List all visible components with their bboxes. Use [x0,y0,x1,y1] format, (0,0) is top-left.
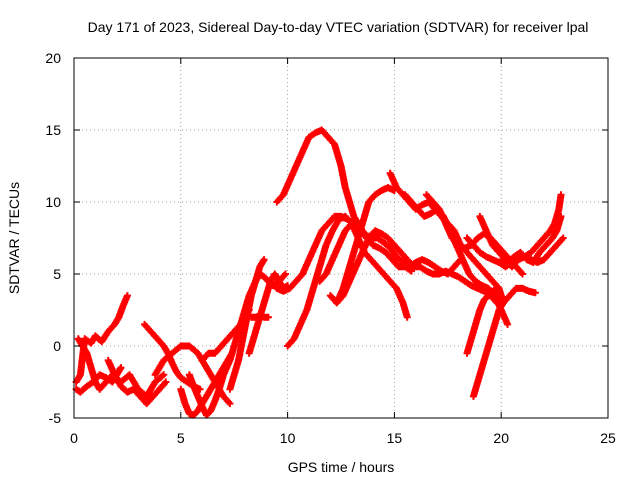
y-tick-label: 15 [45,122,61,138]
series-sat-z [497,212,565,266]
y-tick-label: -5 [49,410,62,426]
y-tick-label: 10 [45,194,61,210]
data-point [226,400,234,408]
data-point [504,320,512,328]
x-tick-label: 15 [387,430,403,446]
data-point [260,256,268,264]
series-sat-l [247,312,272,321]
data-point [123,292,131,300]
x-tick-label: 20 [493,430,509,446]
data-point [557,191,565,199]
y-tick-label: 20 [45,50,61,66]
data-point [499,299,507,307]
x-tick-label: 0 [70,430,78,446]
data-point [281,270,289,278]
series-sat-w [469,299,507,400]
series-sat-v [463,284,505,357]
series-sat-d [104,356,170,408]
x-tick-label: 5 [177,430,185,446]
data-point [160,371,168,379]
x-axis-label: GPS time / hours [288,459,395,475]
data-point [531,289,539,297]
chart-title: Day 171 of 2023, Sidereal Day-to-day VTE… [88,19,589,35]
data-point [557,212,565,220]
data-points [72,126,567,419]
x-tick-label: 25 [600,430,616,446]
series-sat-a [72,292,131,386]
axis-ticks: 0 5 10 15 20 25 -5 0 5 10 15 20 [45,50,616,446]
data-point [117,364,125,372]
data-point [264,313,272,321]
series-sat-r [326,227,539,307]
y-axis-label: SDTVAR / TECUs [6,182,22,294]
data-point [519,270,527,278]
series-sat-j [226,270,289,393]
y-tick-label: 0 [53,338,61,354]
data-point [162,378,170,386]
data-point [559,234,567,242]
data-point [497,292,505,300]
y-tick-label: 5 [53,266,61,282]
x-tick-label: 10 [280,430,296,446]
data-point [403,313,411,321]
plot-frame [73,57,609,419]
